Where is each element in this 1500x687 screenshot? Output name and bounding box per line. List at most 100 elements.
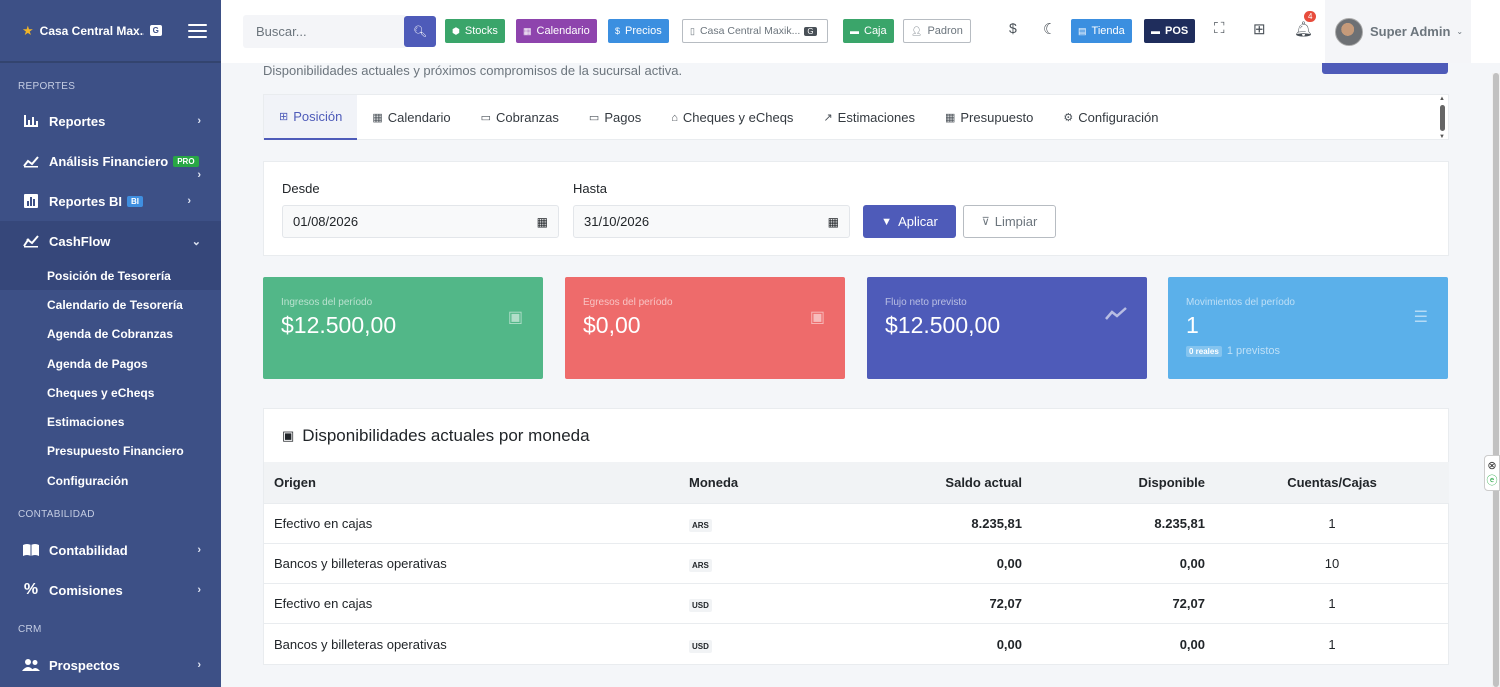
sidebar-item-prospectos[interactable]: Prospectos › [0,645,221,685]
apply-label: Aplicar [898,214,938,229]
calendar-icon[interactable]: ▦ [827,214,839,229]
user-menu[interactable]: Super Admin ⌄ [1325,0,1471,63]
apps-grid-icon[interactable]: ⊞ [1253,21,1266,38]
tab-presupuesto[interactable]: ▦ Presupuesto [930,95,1048,140]
stocks-button[interactable]: ⬢ Stocks [445,19,505,43]
tabs-scrollbar[interactable]: ▲ ▼ [1438,96,1446,140]
sidebar-subitem-calendario[interactable]: Calendario de Tesorería [47,297,183,312]
cashflow-icon [22,233,40,249]
chevron-down-icon: ⌄ [1456,27,1464,36]
desde-label: Desde [282,181,320,196]
padron-button[interactable]: 👤︎ Padron [903,19,971,43]
bell-icon[interactable]: 🔔︎ [1294,21,1314,38]
tab-estimaciones[interactable]: ↗ Estimaciones [808,95,930,140]
users-icon [22,657,40,673]
sidebar-item-label: CashFlow [49,233,111,249]
scroll-down-icon: ▼ [1439,134,1445,140]
hasta-label: Hasta [573,181,607,196]
chevron-down-icon: ⌄ [191,235,201,248]
calendario-button[interactable]: ▦ Calendario [516,19,597,43]
cell-moneda: ARS [679,502,839,544]
sidebar-item-label: Análisis Financiero [49,153,169,169]
tab-posicion[interactable]: ⊞ Posición [264,95,358,140]
card-label: Ingresos del período [281,297,373,308]
fullscreen-icon[interactable]: ⛶ [1214,20,1225,37]
currency-badge: USD [689,599,712,613]
sidebar-subitem-presupuesto[interactable]: Presupuesto Financiero [47,444,184,459]
sidebar-item-reportes-bi[interactable]: Reportes BI BI › [0,181,221,221]
chevron-right-icon: › [197,584,201,597]
header-action-button[interactable] [1322,63,1448,74]
sidebar-item-contabilidad[interactable]: Contabilidad › [0,530,221,570]
hasta-value: 31/10/2026 [584,214,650,229]
scroll-thumb[interactable] [1493,73,1499,687]
section-title-crm: CRM [18,623,42,635]
search-icon: 🔍︎ [413,26,427,38]
tab-cobranzas[interactable]: ▭ Cobranzas [466,95,574,140]
tab-label: Configuración [1078,110,1159,125]
menu-toggle-icon[interactable] [188,23,207,38]
card-icon: ▭ [588,112,600,124]
cube-icon: ⬢ [452,25,460,36]
pos-button[interactable]: ▬ POS [1144,19,1196,43]
calendar-icon: ▦ [523,25,532,36]
sidebar-brand[interactable]: ★ Casa Central Max... G [0,0,221,63]
trend-up-icon [1105,307,1127,326]
tab-label: Presupuesto [960,110,1034,125]
sidebar-subitem-cheques[interactable]: Cheques y eCheqs [47,385,155,400]
calendar-icon[interactable]: ▦ [536,214,548,229]
table-row: Bancos y billeteras operativas USD 0,00 … [264,623,1449,665]
sidebar-subitem-cobranzas[interactable]: Agenda de Cobranzas [47,327,174,342]
page-subtitle: Disponibilidades actuales y próximos com… [263,63,683,78]
moon-icon[interactable]: ☾ [1043,21,1057,38]
clear-label: Limpiar [994,214,1038,229]
sidebar-subitem-posicion[interactable]: Posición de Tesorería [0,261,221,291]
sidebar-subitem-estimaciones[interactable]: Estimaciones [47,415,125,430]
desde-date-input[interactable]: 01/08/2026 ▦ [282,205,559,238]
tab-calendario[interactable]: ▦ Calendario [357,95,465,140]
chevron-right-icon: › [197,115,201,127]
tab-configuracion[interactable]: ⚙ Configuración [1048,95,1173,140]
tienda-label: Tienda [1091,25,1125,37]
caja-button[interactable]: ▬ Caja [843,19,894,43]
table-icon: ▦ [944,112,956,124]
table-row: Efectivo en cajas ARS 8.235,81 8.235,81 … [264,502,1449,544]
sidebar-item-cashflow[interactable]: CashFlow ⌄ [0,221,221,261]
page-scrollbar[interactable] [1492,73,1500,687]
branch-selector[interactable]: ▯ Casa Central Maxik... G [682,19,828,43]
cell-moneda: USD [679,583,839,624]
col-saldo: Saldo actual [839,462,1032,503]
sidebar-item-label: Prospectos [49,657,120,673]
scroll-thumb[interactable] [1439,105,1445,131]
apply-button[interactable]: ▼ Aplicar [863,205,956,238]
card-ingresos: Ingresos del período $12.500,00 ▣ [263,277,543,379]
sidebar-item-analisis[interactable]: Análisis Financiero PRO › [0,141,221,181]
cell-disponible: 72,07 [1032,583,1215,624]
search-button[interactable]: 🔍︎ [404,16,436,47]
chevron-right-icon: › [197,169,201,181]
tienda-button[interactable]: ▤ Tienda [1071,19,1132,43]
card-value: $12.500,00 [281,312,397,338]
tab-cheques[interactable]: ⌂ Cheques y eCheqs [656,95,808,140]
card-value: $0,00 [583,312,641,338]
card-value: 1 [1186,312,1199,338]
checklist-icon: ☰ [1413,309,1428,326]
pos-label: POS [1165,25,1189,37]
cell-saldo: 0,00 [839,542,1032,584]
currency-icon[interactable]: $ [1009,20,1017,36]
extension-icon[interactable]: ⊗ ⓔ [1484,455,1500,491]
search-input[interactable]: Buscar... [243,15,405,48]
notification-badge: 4 [1304,11,1317,22]
clear-button[interactable]: ⊽ Limpiar [963,205,1056,238]
sidebar-subitem-configuracion[interactable]: Configuración [47,473,129,488]
tab-label: Pagos [604,110,642,125]
hasta-date-input[interactable]: 31/10/2026 ▦ [573,205,850,238]
precios-button[interactable]: $ Precios [608,19,669,43]
filter-icon: ▼ [881,215,893,228]
tab-pagos[interactable]: ▭ Pagos [574,95,656,140]
card-value: $12.500,00 [885,312,1001,338]
sidebar-subitem-pagos[interactable]: Agenda de Pagos [47,356,148,371]
sidebar-item-reportes[interactable]: Reportes › [0,101,221,141]
sidebar-item-comisiones[interactable]: % Comisiones › [0,570,221,610]
grid-icon: ⊞ [279,111,289,123]
